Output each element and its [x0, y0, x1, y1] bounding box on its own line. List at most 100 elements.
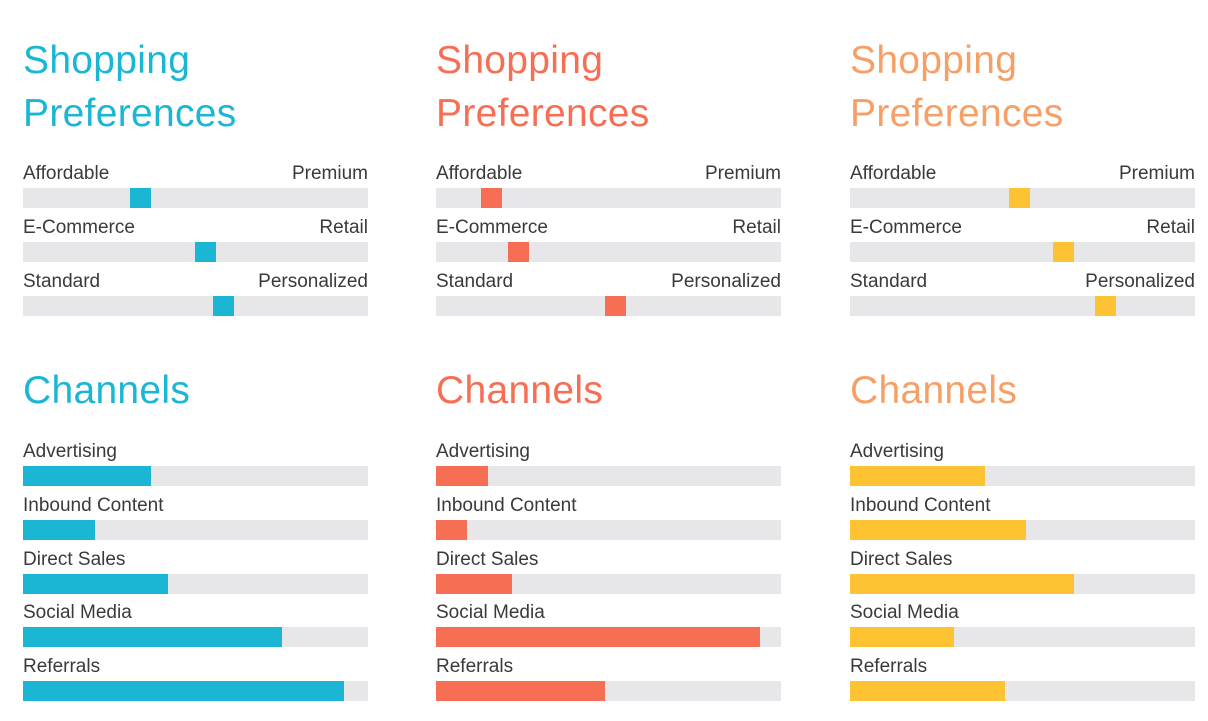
channel-label: Inbound Content — [850, 495, 991, 516]
channel-track — [436, 466, 781, 486]
preference-marker — [1009, 188, 1030, 208]
channel-bar: Social Media — [23, 601, 368, 647]
channel-fill — [850, 681, 1005, 701]
preference-right-label: Premium — [1118, 163, 1195, 184]
channel-bar: Direct Sales — [850, 548, 1195, 594]
channel-bar: Direct Sales — [436, 548, 781, 594]
channel-label: Referrals — [23, 656, 101, 677]
preference-track — [23, 296, 368, 316]
channel-label: Inbound Content — [23, 495, 164, 516]
preferences-title: Shopping Preferences — [23, 39, 237, 135]
channel-fill — [23, 520, 95, 540]
preference-right-label: Premium — [704, 163, 781, 184]
preferences-title: Shopping Preferences — [850, 39, 1064, 135]
channel-label: Social Media — [23, 602, 132, 623]
channel-fill — [23, 574, 168, 594]
preference-slider: Affordable Premium — [850, 162, 1195, 208]
channel-track — [850, 520, 1195, 540]
channel-label: Social Media — [436, 602, 545, 623]
channel-track — [23, 520, 368, 540]
preference-right-label: Premium — [291, 163, 368, 184]
preference-right-label: Retail — [319, 217, 368, 238]
preference-slider: Standard Personalized — [850, 270, 1195, 316]
channel-track — [23, 681, 368, 701]
channel-label: Direct Sales — [850, 549, 953, 570]
preference-slider: E-Commerce Retail — [436, 216, 781, 262]
channel-label: Advertising — [23, 441, 117, 462]
channel-track — [850, 466, 1195, 486]
preference-marker — [1095, 296, 1116, 316]
channel-fill — [436, 466, 488, 486]
channel-fill — [850, 574, 1074, 594]
channel-track — [850, 627, 1195, 647]
channel-fill — [850, 627, 954, 647]
preference-slider: Affordable Premium — [436, 162, 781, 208]
channel-label: Referrals — [436, 656, 514, 677]
preference-left-label: Affordable — [436, 163, 523, 184]
channel-label: Direct Sales — [436, 549, 539, 570]
preference-marker — [605, 296, 626, 316]
channel-bar: Inbound Content — [850, 494, 1195, 540]
channel-fill — [23, 627, 282, 647]
channel-fill — [23, 466, 151, 486]
channels-title: Channels — [850, 369, 1018, 412]
channel-bar: Referrals — [436, 655, 781, 701]
channel-track — [436, 627, 781, 647]
channel-track — [436, 681, 781, 701]
preference-left-label: Standard — [850, 271, 928, 292]
preference-marker — [508, 242, 529, 262]
channel-bar: Advertising — [850, 440, 1195, 486]
channel-fill — [850, 520, 1026, 540]
channel-track — [23, 466, 368, 486]
preference-track — [23, 188, 368, 208]
persona-column: Shopping Preferences Affordable Premium E-Co… — [436, 0, 781, 721]
channel-fill — [436, 520, 467, 540]
preference-track — [23, 242, 368, 262]
preference-marker — [213, 296, 234, 316]
channel-label: Advertising — [436, 441, 530, 462]
channel-label: Inbound Content — [436, 495, 577, 516]
channel-bar: Inbound Content — [436, 494, 781, 540]
preference-right-label: Retail — [732, 217, 781, 238]
preferences-title: Shopping Preferences — [436, 39, 650, 135]
preference-track — [850, 188, 1195, 208]
preference-left-label: Affordable — [23, 163, 110, 184]
channel-fill — [436, 574, 512, 594]
preference-left-label: E-Commerce — [23, 217, 135, 238]
preference-track — [436, 242, 781, 262]
preference-track — [436, 188, 781, 208]
persona-column: Shopping Preferences Affordable Premium E-Co… — [850, 0, 1195, 721]
channel-label: Social Media — [850, 602, 959, 623]
persona-column: Shopping Preferences Affordable Premium E-Co… — [23, 0, 368, 721]
channel-fill — [436, 681, 605, 701]
channel-bar: Direct Sales — [23, 548, 368, 594]
channel-bar: Inbound Content — [23, 494, 368, 540]
channels-title: Channels — [436, 369, 604, 412]
channel-bar: Social Media — [850, 601, 1195, 647]
preference-track — [850, 242, 1195, 262]
channel-bar: Referrals — [850, 655, 1195, 701]
preference-slider: Standard Personalized — [436, 270, 781, 316]
preference-slider: E-Commerce Retail — [23, 216, 368, 262]
preference-track — [850, 296, 1195, 316]
channel-bar: Advertising — [436, 440, 781, 486]
preference-marker — [130, 188, 151, 208]
preference-slider: Affordable Premium — [23, 162, 368, 208]
channel-label: Advertising — [850, 441, 944, 462]
preference-left-label: Affordable — [850, 163, 937, 184]
channels-title: Channels — [23, 369, 191, 412]
preference-left-label: E-Commerce — [436, 217, 548, 238]
channel-fill — [436, 627, 760, 647]
channel-track — [23, 574, 368, 594]
channel-fill — [23, 681, 344, 701]
preference-slider: E-Commerce Retail — [850, 216, 1195, 262]
channel-track — [436, 520, 781, 540]
channel-bar: Social Media — [436, 601, 781, 647]
preference-left-label: Standard — [23, 271, 101, 292]
preference-marker — [195, 242, 216, 262]
channel-track — [850, 574, 1195, 594]
preference-right-label: Retail — [1146, 217, 1195, 238]
channel-bar: Referrals — [23, 655, 368, 701]
preference-marker — [481, 188, 502, 208]
